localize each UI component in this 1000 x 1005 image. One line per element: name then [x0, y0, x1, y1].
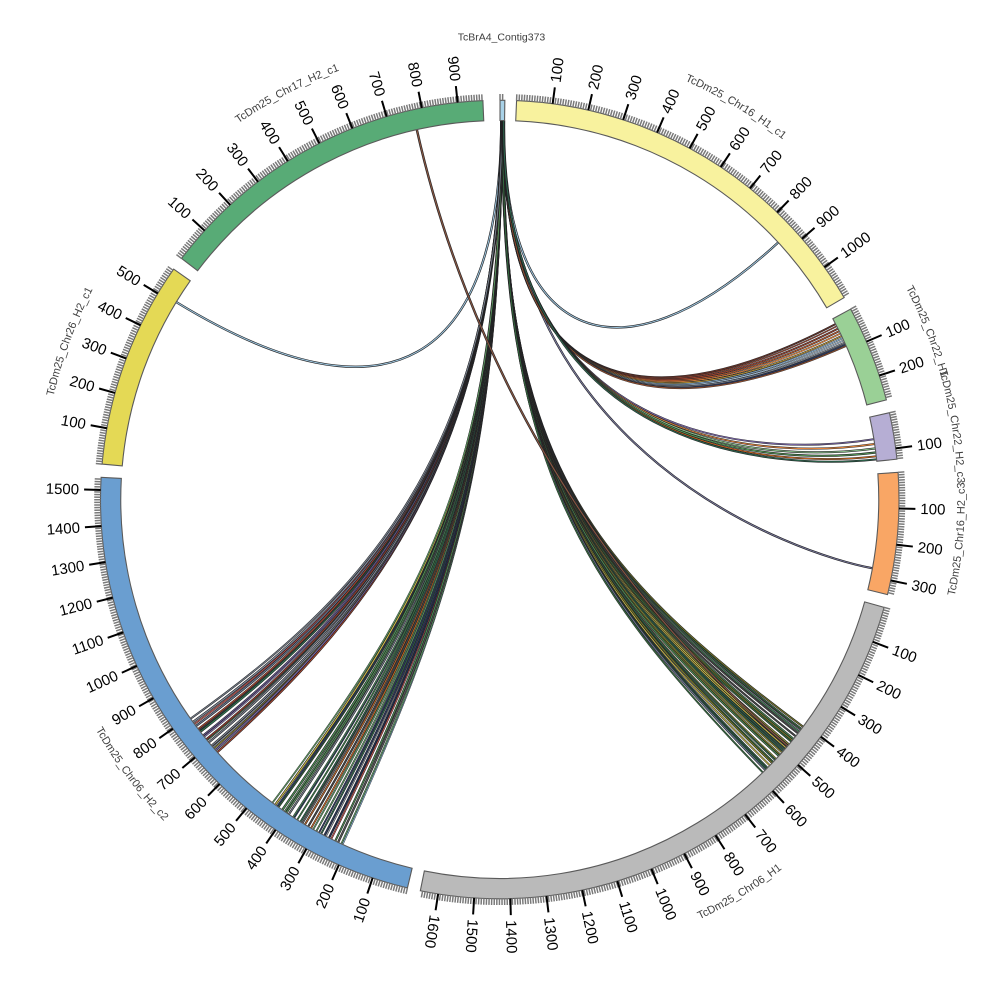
svg-text:700: 700 [365, 70, 388, 99]
svg-text:200: 200 [897, 353, 926, 377]
svg-text:300: 300 [910, 577, 938, 599]
svg-text:1500: 1500 [46, 481, 80, 499]
svg-text:900: 900 [444, 55, 464, 82]
svg-text:200: 200 [917, 539, 944, 559]
svg-text:200: 200 [68, 373, 97, 396]
svg-text:1400: 1400 [46, 520, 80, 539]
svg-text:1300: 1300 [50, 558, 86, 580]
svg-text:100: 100 [60, 412, 88, 433]
svg-text:200: 200 [585, 63, 607, 91]
svg-text:1600: 1600 [421, 914, 443, 950]
svg-text:300: 300 [622, 73, 646, 102]
svg-text:100: 100 [916, 434, 943, 454]
svg-text:1400: 1400 [502, 920, 520, 954]
svg-text:800: 800 [404, 61, 426, 89]
svg-text:1300: 1300 [540, 916, 561, 951]
svg-text:1500: 1500 [462, 919, 481, 953]
svg-text:100: 100 [920, 501, 945, 519]
svg-text:1200: 1200 [578, 910, 602, 946]
svg-text:100: 100 [548, 57, 568, 84]
svg-text:TcBrA4_Contig373: TcBrA4_Contig373 [458, 32, 546, 44]
